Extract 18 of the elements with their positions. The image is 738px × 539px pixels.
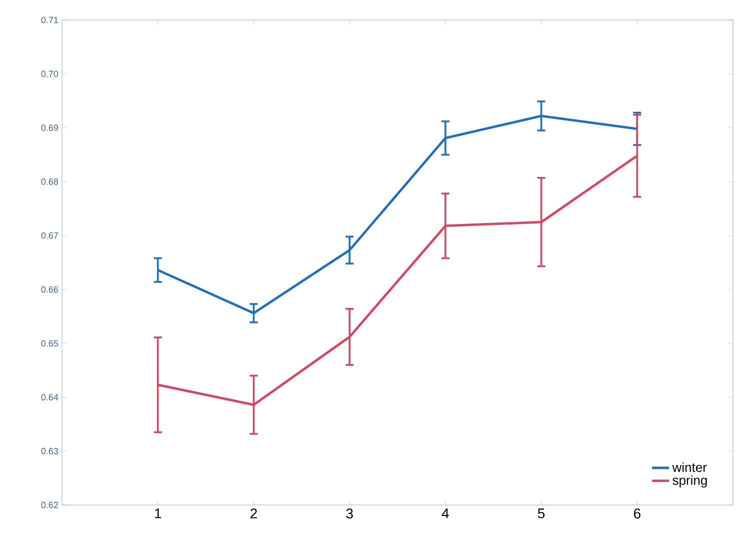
y-tick-label: 0.64 <box>41 394 58 400</box>
x-tick-label: 6 <box>634 508 640 518</box>
x-tick-label: 1 <box>155 508 162 518</box>
y-tick-label: 0.65 <box>41 340 58 347</box>
y-tick-label: 0.67 <box>41 232 58 239</box>
y-tick-label: 0.63 <box>41 448 58 454</box>
x-tick-label: 5 <box>538 508 545 518</box>
x-tick-label: 3 <box>346 508 353 518</box>
x-tick-label: 2 <box>250 508 257 518</box>
x-tick-label: 4 <box>442 508 449 518</box>
y-tick-label: 0.66 <box>41 286 58 293</box>
legend-label: spring <box>672 475 707 488</box>
y-tick-label: 0.71 <box>41 16 58 24</box>
y-tick-label: 0.68 <box>41 178 58 185</box>
y-tick-label: 0.69 <box>41 124 58 131</box>
legend-label: winter <box>672 462 707 472</box>
y-tick-label: 0.70 <box>41 70 58 78</box>
y-tick-label: 0.62 <box>41 502 58 508</box>
